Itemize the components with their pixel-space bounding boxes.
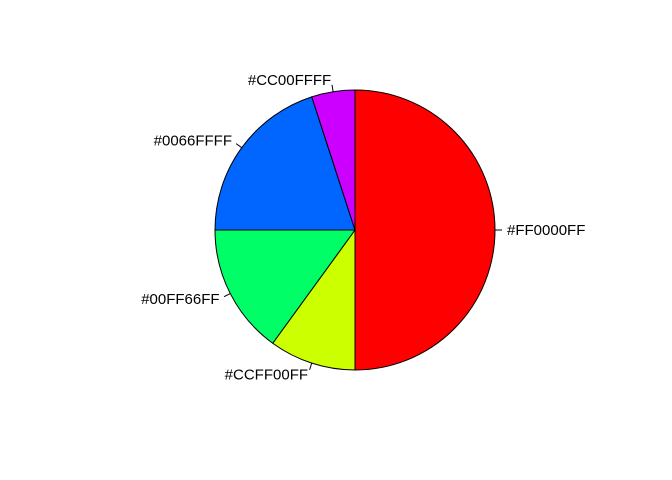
pie-slice — [214, 96, 356, 231]
slice-label: #0066FFFF — [154, 133, 232, 150]
label-leader-line — [309, 362, 313, 370]
slice-label: #FF0000FF — [507, 222, 585, 239]
label-leader-line — [223, 293, 231, 298]
pie-slice — [354, 89, 496, 371]
slice-label: #CC00FFFF — [248, 72, 331, 89]
pie-slice — [311, 89, 356, 231]
slice-label: #CCFF00FF — [225, 367, 308, 384]
slice-label: #00FF66FF — [141, 291, 219, 308]
pie-slices — [214, 89, 496, 371]
slice-labels: #FF0000FF #CCFF00FF #00FF66FF #0066FFFF #CC0… — [141, 72, 585, 384]
pie-slice — [272, 228, 356, 371]
label-leader-line — [235, 143, 243, 149]
pie-slice — [214, 229, 356, 344]
label-leader-line — [331, 84, 334, 92]
label-leader-lines — [223, 84, 502, 370]
